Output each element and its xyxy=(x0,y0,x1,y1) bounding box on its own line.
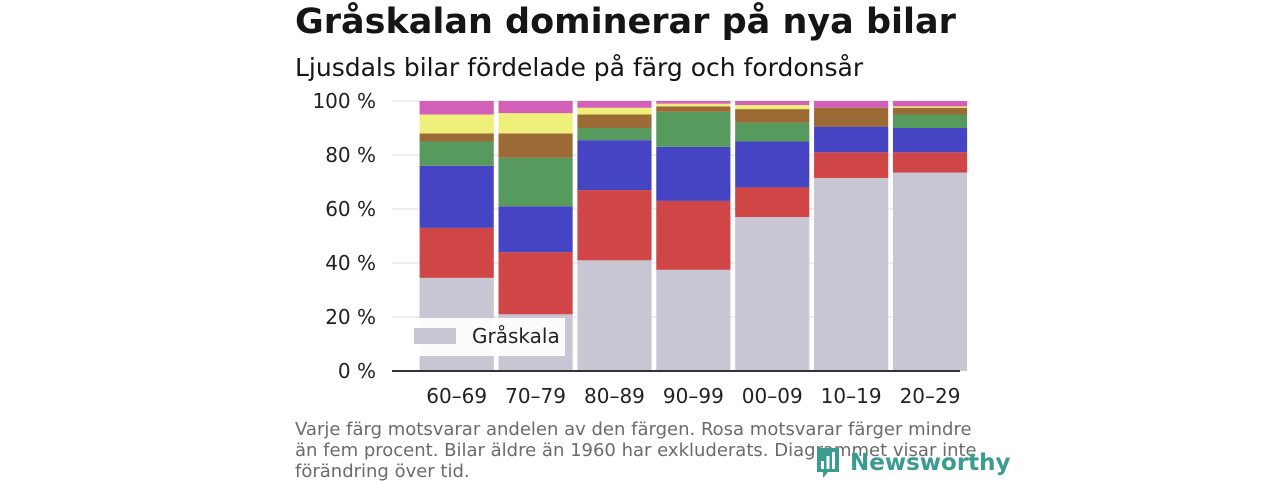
x-tick-label: 00–09 xyxy=(742,384,803,408)
y-tick-label: 0 % xyxy=(338,359,376,383)
x-tick-label: 90–99 xyxy=(663,384,724,408)
bar-segment-yellow xyxy=(498,113,573,134)
bar-segment-blue xyxy=(892,128,968,153)
y-tick-label: 60 % xyxy=(325,197,376,221)
bar-segment-red xyxy=(577,190,652,261)
legend-label: Gråskala xyxy=(472,324,560,348)
bar-segment-blue xyxy=(419,165,494,228)
bar-segment-red xyxy=(735,187,810,218)
bar-segment-red xyxy=(498,252,573,315)
bar-segment-yellow xyxy=(656,103,731,107)
bar-segment-brown xyxy=(892,107,968,115)
bar-segment-pink xyxy=(735,101,810,106)
bar-segment-brown xyxy=(419,133,494,142)
bar-segment-pink xyxy=(656,101,731,104)
newsworthy-logo-icon xyxy=(817,448,839,478)
bar-segment-gray xyxy=(656,269,731,371)
y-tick-label: 20 % xyxy=(325,305,376,329)
bar-segment-blue xyxy=(735,141,810,188)
bar-segment-blue xyxy=(498,206,573,253)
bar-segment-red xyxy=(419,227,494,278)
x-tick-label: 70–79 xyxy=(505,384,566,408)
y-tick-label: 40 % xyxy=(325,251,376,275)
chart-footnote: Varje färg motsvarar andelen av den färg… xyxy=(295,419,977,482)
bar-segment-yellow xyxy=(419,114,494,134)
bar-segment-yellow xyxy=(577,107,652,115)
x-tick-label: 60–69 xyxy=(426,384,487,408)
bar-segment-red xyxy=(814,152,889,178)
bar-segment-gray xyxy=(577,260,652,371)
chart-title: Gråskalan dominerar på nya bilar xyxy=(295,2,956,42)
bar-segment-brown xyxy=(498,133,573,158)
bar-segment-gray xyxy=(735,217,810,371)
x-tick-label: 10–19 xyxy=(821,384,882,408)
bar-segment-pink xyxy=(577,101,652,108)
x-tick-label: 20–29 xyxy=(900,384,961,408)
brand-name: Newsworthy xyxy=(850,450,1011,476)
bar-segment-brown xyxy=(735,109,810,123)
bar-segment-red xyxy=(892,152,968,173)
bar-segment-green xyxy=(735,122,810,142)
bar-segment-red xyxy=(656,200,731,270)
bar-segment-yellow xyxy=(735,105,810,110)
y-tick-label: 100 % xyxy=(312,89,376,113)
bar-segment-green xyxy=(498,157,573,207)
bar-segment-gray xyxy=(892,172,968,371)
bar-segment-brown xyxy=(577,114,652,128)
x-tick-label: 80–89 xyxy=(584,384,645,408)
bar-segment-green xyxy=(656,111,731,147)
bar-segment-yellow xyxy=(892,106,968,108)
bar-segment-green xyxy=(419,141,494,166)
y-tick-label: 80 % xyxy=(325,143,376,167)
bar-segment-pink xyxy=(419,101,494,115)
bar-segment-brown xyxy=(814,107,889,127)
legend-swatch xyxy=(414,328,456,344)
bar-segment-green xyxy=(892,114,968,128)
bar-segment-gray xyxy=(814,177,889,371)
bar-segment-blue xyxy=(656,146,731,201)
bar-segment-pink xyxy=(892,101,968,107)
brand-logo[interactable]: Newsworthy xyxy=(815,446,1011,480)
bar-segment-brown xyxy=(656,106,731,112)
bar-segment-blue xyxy=(577,140,652,191)
bar-segment-pink xyxy=(498,101,573,114)
chart-subtitle: Ljusdals bilar fördelade på färg och for… xyxy=(295,53,864,82)
bar-segment-pink xyxy=(814,101,889,108)
bar-segment-blue xyxy=(814,126,889,153)
bar-segment-green xyxy=(577,128,652,141)
